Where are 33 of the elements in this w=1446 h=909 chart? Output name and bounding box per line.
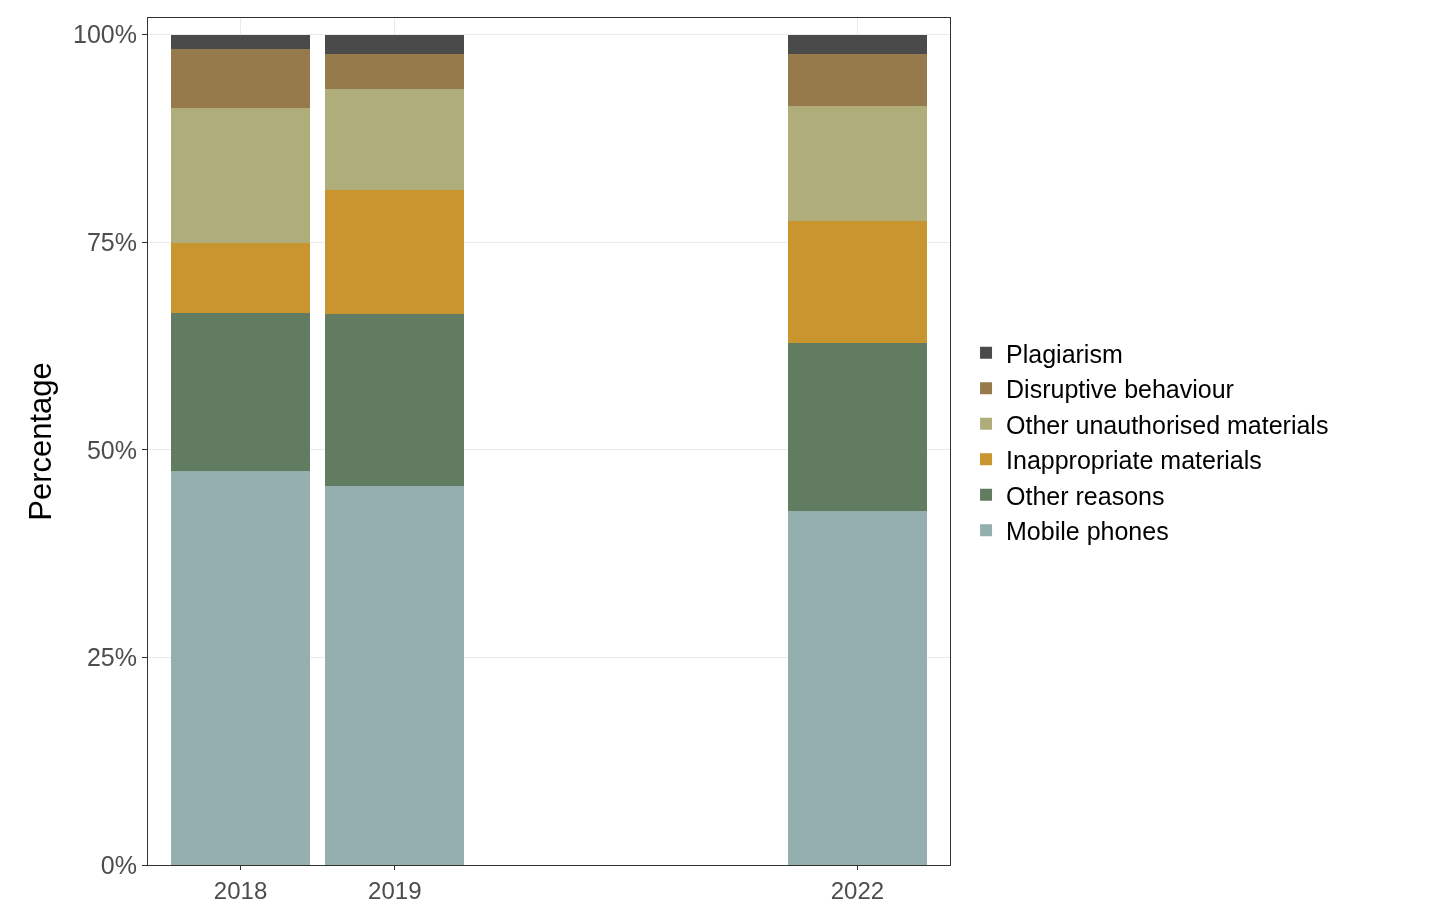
x-tick-label: 2018 — [213, 876, 268, 904]
bar — [788, 342, 927, 512]
bar — [171, 471, 310, 865]
y-tick-label: 75% — [86, 227, 137, 256]
y-tick-label: 100% — [73, 20, 137, 49]
legend-label: Other unauthorised materials — [1006, 410, 1329, 439]
legend-label: Inappropriate materials — [1006, 446, 1262, 474]
bar — [325, 34, 465, 54]
y-tick-label: 25% — [86, 643, 137, 672]
bar — [171, 243, 310, 313]
bar — [171, 107, 310, 244]
bar — [788, 220, 927, 343]
legend-label: Disruptive behaviour — [1006, 375, 1234, 403]
x-tick-label: 2019 — [368, 876, 422, 904]
bar — [788, 34, 927, 54]
y-tick-label: 50% — [86, 435, 137, 464]
bar — [325, 189, 465, 314]
bar — [325, 53, 465, 89]
legend-label: Other reasons — [1006, 481, 1165, 510]
bar — [325, 313, 465, 487]
bar — [788, 106, 927, 221]
bar — [325, 486, 465, 865]
bar — [171, 34, 310, 49]
bar — [325, 88, 465, 190]
legend-label: Plagiarism — [1006, 339, 1123, 368]
bar — [171, 312, 310, 472]
bar — [788, 511, 927, 865]
legend-label: Mobile phones — [1006, 517, 1169, 545]
y-axis-title: Percentage — [22, 362, 58, 521]
bar — [171, 48, 310, 108]
y-tick-label: 0% — [100, 850, 137, 879]
bar — [788, 53, 927, 107]
x-tick-label: 2022 — [830, 876, 885, 904]
